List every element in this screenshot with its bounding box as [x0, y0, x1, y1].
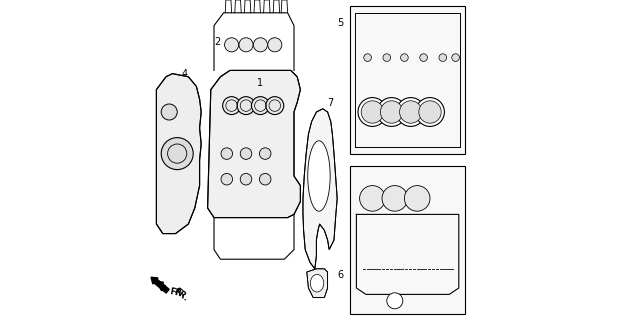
Text: 5: 5 — [337, 18, 343, 28]
Circle shape — [387, 293, 403, 309]
Circle shape — [401, 54, 408, 61]
Circle shape — [415, 98, 445, 126]
Circle shape — [361, 101, 384, 123]
Circle shape — [239, 38, 253, 52]
Circle shape — [400, 101, 422, 123]
Circle shape — [254, 38, 267, 52]
Circle shape — [161, 138, 193, 170]
Polygon shape — [208, 70, 301, 218]
Bar — [350, 166, 465, 314]
Circle shape — [240, 148, 252, 159]
Circle shape — [420, 54, 427, 61]
Circle shape — [221, 173, 232, 185]
Circle shape — [381, 101, 403, 123]
Ellipse shape — [308, 141, 330, 211]
Text: 6: 6 — [337, 270, 343, 280]
Circle shape — [259, 148, 271, 159]
Circle shape — [252, 97, 269, 115]
Text: 2: 2 — [214, 37, 220, 47]
Circle shape — [396, 98, 425, 126]
FancyArrow shape — [151, 277, 169, 293]
Text: FR.: FR. — [172, 286, 190, 303]
Circle shape — [404, 186, 430, 211]
Circle shape — [383, 54, 391, 61]
Bar — [350, 6, 465, 154]
Polygon shape — [303, 109, 337, 269]
Ellipse shape — [311, 275, 324, 292]
Circle shape — [364, 54, 371, 61]
Circle shape — [259, 173, 271, 185]
Circle shape — [237, 97, 255, 115]
Text: 4: 4 — [182, 69, 188, 79]
Circle shape — [221, 148, 232, 159]
Circle shape — [266, 97, 284, 115]
Circle shape — [161, 104, 177, 120]
Polygon shape — [307, 269, 327, 298]
Circle shape — [360, 186, 385, 211]
Circle shape — [418, 101, 441, 123]
Circle shape — [358, 98, 387, 126]
Text: FR.: FR. — [169, 287, 186, 299]
Circle shape — [268, 38, 282, 52]
Text: 1: 1 — [257, 78, 264, 88]
Circle shape — [223, 97, 241, 115]
Circle shape — [439, 54, 446, 61]
Circle shape — [382, 186, 407, 211]
Circle shape — [240, 173, 252, 185]
Circle shape — [452, 54, 459, 61]
Circle shape — [224, 38, 239, 52]
Circle shape — [377, 98, 406, 126]
Polygon shape — [156, 74, 202, 234]
Polygon shape — [155, 282, 164, 285]
Text: 7: 7 — [327, 98, 334, 108]
